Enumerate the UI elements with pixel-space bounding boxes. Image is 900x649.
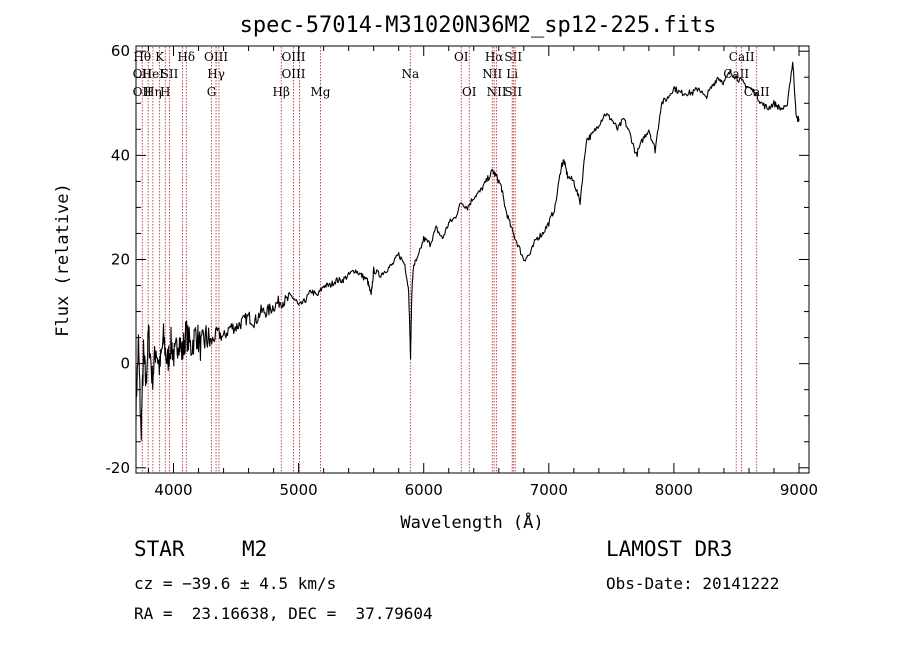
spectrum-line — [135, 61, 800, 441]
y-tick-label-3: 40 — [111, 146, 130, 164]
redshift-velocity: cz = −39.6 ± 4.5 km/s — [134, 574, 337, 593]
y-axis-label: Flux (relative) — [53, 183, 73, 337]
marker-label-low-20: NII — [487, 85, 507, 99]
x-tick-label-4: 8000 — [655, 481, 693, 499]
marker-label-mid-15: Na — [402, 67, 420, 81]
marker-label-low-17: OI — [462, 85, 477, 99]
observation-date: Obs-Date: 20141222 — [606, 574, 780, 593]
marker-label-mid-9: Hγ — [207, 67, 225, 81]
marker-label-upper-25: CaII — [729, 50, 755, 64]
x-tick-label-3: 7000 — [530, 481, 568, 499]
x-tick-label-1: 5000 — [280, 481, 318, 499]
x-axis-label: Wavelength (Å) — [400, 511, 543, 533]
marker-label-mid-12: OIII — [281, 67, 305, 81]
object-subclass: M2 — [242, 537, 268, 561]
marker-label-upper-3: K — [155, 50, 165, 64]
marker-label-low-14: Mg — [311, 85, 331, 99]
marker-label-upper-9: OIII — [204, 50, 228, 64]
marker-label-low-0: OII — [133, 85, 153, 99]
marker-label-upper-7: Hδ — [177, 50, 195, 64]
y-tick-label-4: 60 — [111, 42, 130, 60]
marker-label-upper-16: OI — [454, 50, 469, 64]
marker-label-low-22: SII — [504, 85, 522, 99]
marker-label-mid-24: CaII — [723, 67, 749, 81]
chart-title: spec-57014-M31020N36M2_sp12-225.fits — [240, 13, 717, 38]
x-tick-label-0: 4000 — [154, 481, 192, 499]
x-tick-label-2: 6000 — [405, 481, 443, 499]
data-release: LAMOST DR3 — [606, 537, 733, 561]
y-tick-label-1: 0 — [120, 355, 130, 373]
object-class: STAR — [134, 537, 185, 561]
x-ticks: 4000 5000 6000 7000 8000 9000 — [148, 46, 818, 499]
marker-label-upper-19: Hα — [485, 50, 504, 64]
marker-label-mid-21: Li — [506, 67, 518, 81]
marker-label-low-4: H — [160, 85, 170, 99]
marker-label-low-8: G — [207, 85, 217, 99]
marker-label-low-2: Hη — [144, 85, 162, 99]
marker-label-upper-0: Hθ — [133, 50, 151, 64]
plot-frame — [135, 45, 810, 474]
marker-label-upper-12: OIII — [281, 50, 305, 64]
marker-label-mid-18: NII — [482, 67, 502, 81]
marker-label-low-11: Hβ — [273, 85, 290, 99]
marker-label-upper-22: SII — [504, 50, 522, 64]
marker-label-mid-5: SII — [161, 67, 179, 81]
coordinates: RA = 23.16638, DEC = 37.79604 — [134, 604, 433, 623]
y-tick-label-2: 20 — [111, 251, 130, 269]
line-markers: HθOIIOIIHeIHηKHSIIHδGOIIIHγHβOIIIOIIIMgN… — [133, 47, 770, 472]
y-ticks: -20 0 20 40 60 — [106, 42, 809, 477]
marker-label-mid-2: HeI — [142, 67, 165, 81]
x-tick-label-5: 9000 — [780, 481, 818, 499]
y-tick-label-0: -20 — [106, 459, 131, 477]
